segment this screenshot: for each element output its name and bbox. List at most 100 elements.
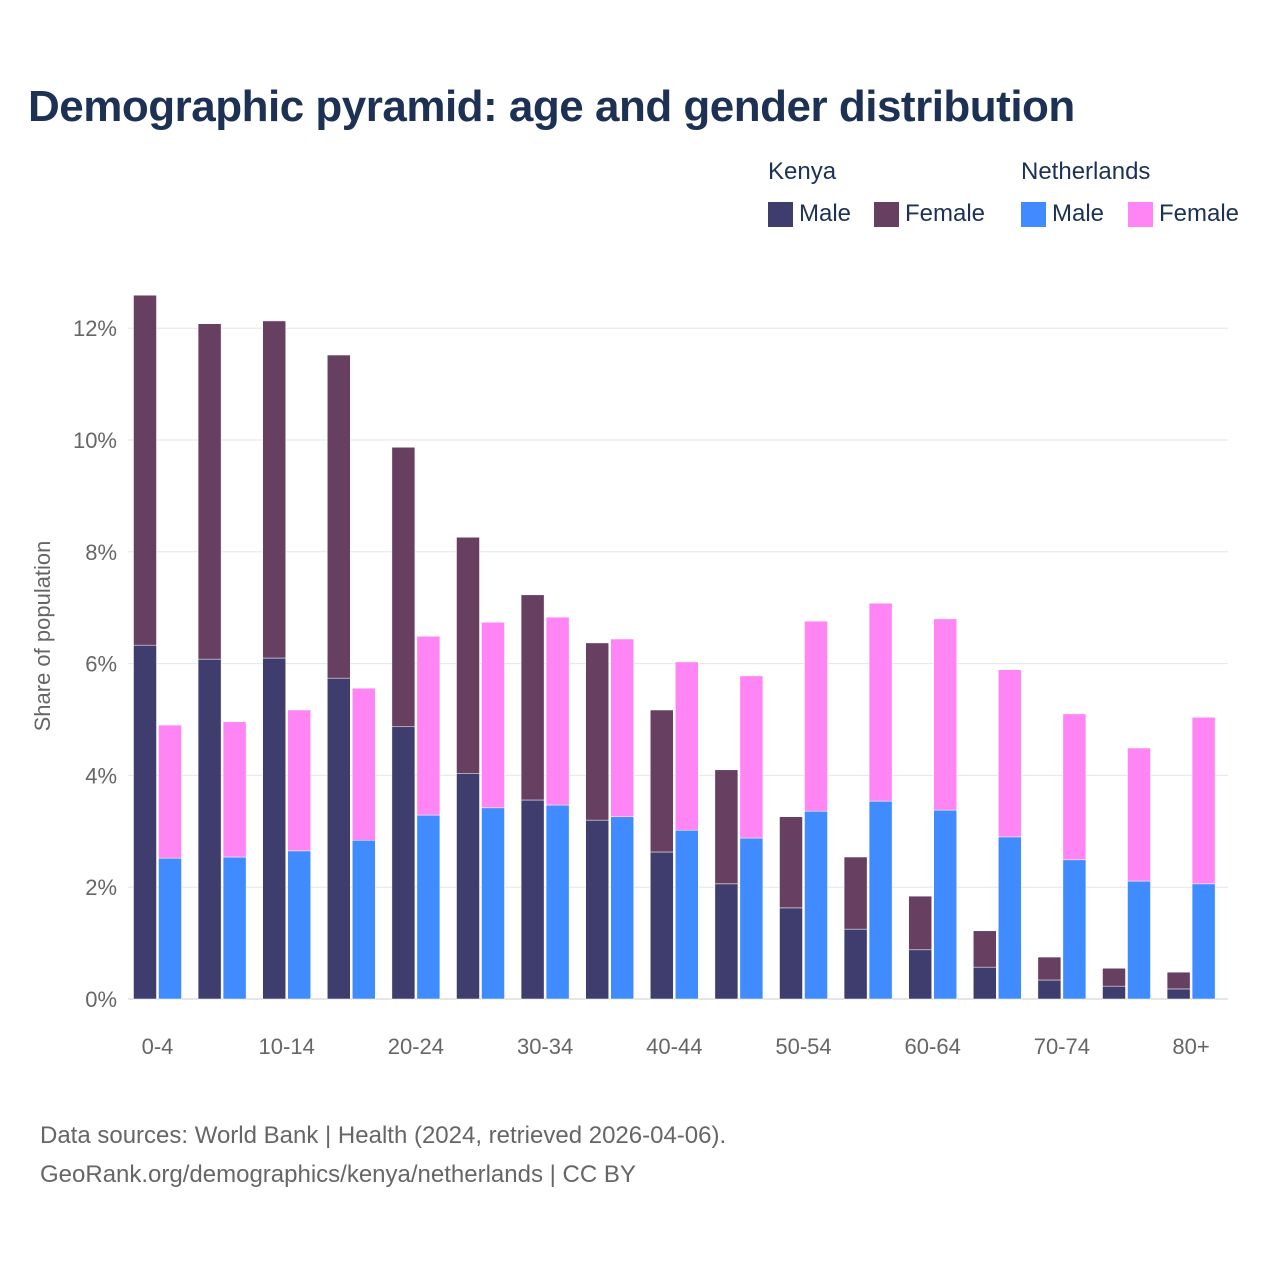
bar-netherlands-male xyxy=(933,809,957,1000)
bar-netherlands-male xyxy=(739,837,764,1000)
bar-kenya-male xyxy=(520,799,545,1000)
x-tick-label: 60-64 xyxy=(905,1034,961,1059)
bar-kenya-male xyxy=(779,907,803,1000)
bar-kenya-male xyxy=(456,773,480,1000)
bar-kenya-male xyxy=(1166,988,1191,1000)
x-tick-label: 50-54 xyxy=(775,1034,831,1059)
bar-netherlands-male xyxy=(675,829,699,1000)
bar-kenya-male xyxy=(133,644,157,1000)
bar-netherlands-male xyxy=(610,816,634,1000)
bar-kenya-male xyxy=(262,657,286,1000)
y-tick-label: 4% xyxy=(85,763,117,788)
x-tick-label: 30-34 xyxy=(517,1034,573,1059)
bar-netherlands-female xyxy=(287,709,311,852)
bar-netherlands-female xyxy=(998,669,1022,838)
bar-netherlands-male xyxy=(804,810,828,1000)
bar-netherlands-female xyxy=(868,602,893,802)
legend-netherlands-male[interactable]: Male xyxy=(1021,200,1104,228)
y-tick-label: 8% xyxy=(85,540,117,565)
y-axis-label: Share of population xyxy=(30,541,55,732)
bar-kenya-male xyxy=(197,658,222,1000)
legend-label: Female xyxy=(905,200,986,227)
legend-swatch xyxy=(1128,201,1153,227)
bar-kenya-female xyxy=(714,769,739,885)
bar-netherlands-female xyxy=(1062,713,1087,861)
legend-label: Female xyxy=(1159,200,1240,227)
bar-kenya-male xyxy=(908,949,932,1000)
bar-netherlands-female xyxy=(1127,747,1151,882)
bar-netherlands-male xyxy=(1127,880,1151,1000)
legend-netherlands-female[interactable]: Female xyxy=(1128,200,1239,228)
bar-kenya-male xyxy=(714,883,739,1000)
bar-kenya-female xyxy=(843,856,868,930)
bar-kenya-male xyxy=(327,677,351,1000)
bar-kenya-female xyxy=(262,320,286,659)
bar-netherlands-female xyxy=(675,661,699,831)
bar-kenya-male xyxy=(973,966,997,1000)
bar-netherlands-female xyxy=(545,616,570,806)
legend-swatch xyxy=(1021,201,1046,227)
x-tick-label: 20-24 xyxy=(388,1034,444,1059)
bar-netherlands-male xyxy=(416,814,441,1000)
bar-netherlands-female xyxy=(352,687,376,841)
bar-kenya-female xyxy=(650,709,674,853)
legend-label: Male xyxy=(1052,200,1105,227)
bar-netherlands-male xyxy=(868,800,893,1000)
bar-kenya-female xyxy=(908,895,932,951)
legend-kenya-male[interactable]: Male xyxy=(768,200,851,228)
bar-netherlands-male xyxy=(158,857,182,1000)
legend-group-netherlands: Netherlands xyxy=(1021,158,1151,185)
bar-netherlands-male xyxy=(287,850,311,1000)
x-tick-label: 80+ xyxy=(1172,1034,1209,1059)
bar-netherlands-female xyxy=(222,721,247,858)
source-line-2[interactable]: GeoRank.org/demographics/kenya/netherlan… xyxy=(40,1161,636,1188)
bar-kenya-female xyxy=(520,594,545,801)
bar-kenya-female xyxy=(1102,968,1126,987)
legend-label: Male xyxy=(799,200,852,227)
bar-kenya-male xyxy=(1102,985,1126,1000)
legend-kenya-female[interactable]: Female xyxy=(874,200,985,228)
bar-kenya-female xyxy=(779,816,803,909)
bar-netherlands-female xyxy=(933,618,957,811)
bar-kenya-male xyxy=(843,928,868,1000)
x-tick-label: 40-44 xyxy=(646,1034,702,1059)
bar-netherlands-male xyxy=(481,807,505,1000)
bar-kenya-male xyxy=(1037,979,1062,1000)
x-tick-label: 70-74 xyxy=(1034,1034,1090,1059)
y-tick-label: 0% xyxy=(85,987,117,1012)
bar-netherlands-female xyxy=(416,635,441,816)
bar-netherlands-female xyxy=(804,620,828,812)
bar-netherlands-male xyxy=(998,836,1022,1000)
bar-kenya-female xyxy=(585,642,609,821)
bar-kenya-female xyxy=(133,294,157,646)
y-tick-label: 6% xyxy=(85,652,117,677)
bar-netherlands-male xyxy=(545,804,570,1000)
bar-kenya-female xyxy=(197,323,222,660)
x-tick-label: 0-4 xyxy=(142,1034,174,1059)
bar-kenya-female xyxy=(973,930,997,968)
bar-netherlands-female xyxy=(158,724,182,859)
y-tick-label: 2% xyxy=(85,875,117,900)
bar-kenya-male xyxy=(650,851,674,1000)
bar-netherlands-female xyxy=(739,675,764,839)
bar-kenya-male xyxy=(391,726,416,1000)
bar-netherlands-female xyxy=(1191,717,1216,885)
legend-group-kenya: Kenya xyxy=(768,158,837,185)
bar-kenya-female xyxy=(1037,956,1062,981)
bar-netherlands-male xyxy=(1062,859,1087,1000)
bar-netherlands-male xyxy=(222,856,247,1000)
bar-kenya-female xyxy=(327,354,351,679)
bar-netherlands-female xyxy=(481,621,505,809)
legend-swatch xyxy=(874,201,899,227)
bar-netherlands-male xyxy=(1191,883,1216,1000)
source-note: Data sources: World Bank | Health (2024,… xyxy=(40,1116,726,1194)
bar-kenya-male xyxy=(585,819,609,1000)
bar-netherlands-male xyxy=(352,839,376,1000)
y-tick-label: 12% xyxy=(73,316,117,341)
chart-title: Demographic pyramid: age and gender dist… xyxy=(28,82,1075,131)
legend-swatch xyxy=(768,201,793,227)
bar-kenya-female xyxy=(391,447,416,728)
bar-netherlands-female xyxy=(610,638,634,818)
bar-kenya-female xyxy=(1166,971,1191,990)
